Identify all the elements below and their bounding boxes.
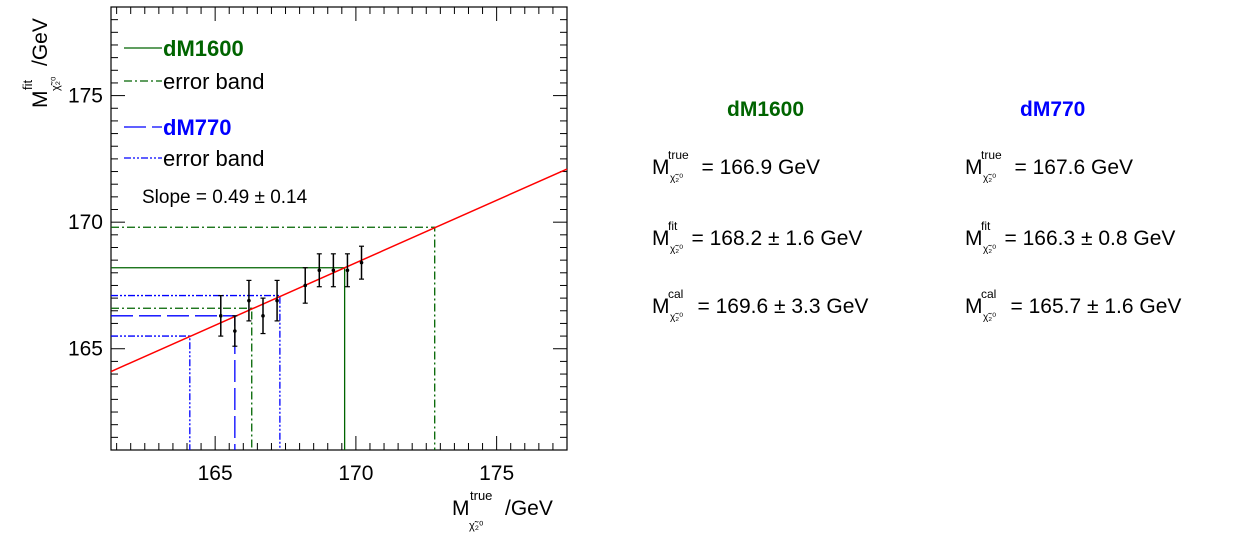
error-band-upper-1	[111, 226, 436, 450]
point-marker	[261, 314, 265, 318]
data-point	[344, 253, 350, 288]
data-point	[260, 297, 266, 335]
error-band-lines	[111, 226, 436, 450]
legend: dM1600 error band dM770 error band	[124, 36, 265, 171]
data-point	[246, 279, 252, 322]
y-tick-label: 165	[68, 338, 103, 361]
svg-text:M: M	[29, 91, 52, 109]
point-marker	[317, 268, 322, 273]
svg-text:/GeV: /GeV	[505, 497, 553, 520]
svg-text:fit: fit	[20, 80, 35, 91]
x-tick-label: 165	[198, 462, 233, 485]
point-marker	[345, 268, 350, 273]
point-marker	[233, 329, 237, 333]
svg-text:χ̃₂⁰: χ̃₂⁰	[50, 76, 62, 91]
data-point	[316, 253, 322, 288]
error-band-lower-1	[111, 307, 253, 450]
fit-line-group	[110, 168, 568, 373]
svg-text:true: true	[470, 488, 492, 503]
data-point	[359, 245, 365, 280]
legend-label: error band	[163, 69, 265, 94]
summary-title-dm770: dM770	[1020, 98, 1086, 121]
summary-title-dm1600: dM1600	[727, 98, 805, 121]
data-point	[232, 315, 238, 347]
legend-label: dM770	[163, 115, 231, 140]
point-marker	[275, 298, 279, 303]
point-marker	[331, 268, 336, 273]
y-tick-label: 170	[68, 211, 103, 234]
x-tick-label: 175	[479, 462, 514, 485]
point-marker	[218, 314, 223, 318]
data-point	[274, 279, 280, 322]
svg-text:χ̃₂⁰: χ̃₂⁰	[469, 520, 484, 532]
plot-frame	[110, 6, 568, 451]
x-axis-label: M true χ̃₂⁰ /GeV	[452, 488, 553, 532]
point-marker	[359, 260, 364, 265]
slope-annotation: Slope = 0.49 ± 0.14	[142, 187, 308, 208]
data-point	[302, 267, 308, 304]
data-points	[218, 245, 365, 347]
error-band-lower-3	[111, 335, 191, 450]
data-point	[218, 294, 224, 337]
legend-label: dM1600	[163, 36, 244, 61]
point-marker	[247, 298, 251, 303]
x-tick-label: 170	[338, 462, 373, 485]
svg-text:M: M	[452, 497, 470, 520]
svg-text:/GeV: /GeV	[29, 18, 52, 66]
legend-label: error band	[163, 146, 265, 171]
fit-line	[110, 168, 568, 373]
y-tick-label: 175	[68, 85, 103, 108]
error-band-upper-3	[111, 294, 281, 450]
axis-ticks: 165 170 175 165 170 175	[68, 6, 568, 485]
data-point	[330, 253, 336, 288]
point-marker	[303, 283, 308, 288]
y-axis-label: M fit χ̃₂⁰ /GeV	[20, 18, 62, 108]
